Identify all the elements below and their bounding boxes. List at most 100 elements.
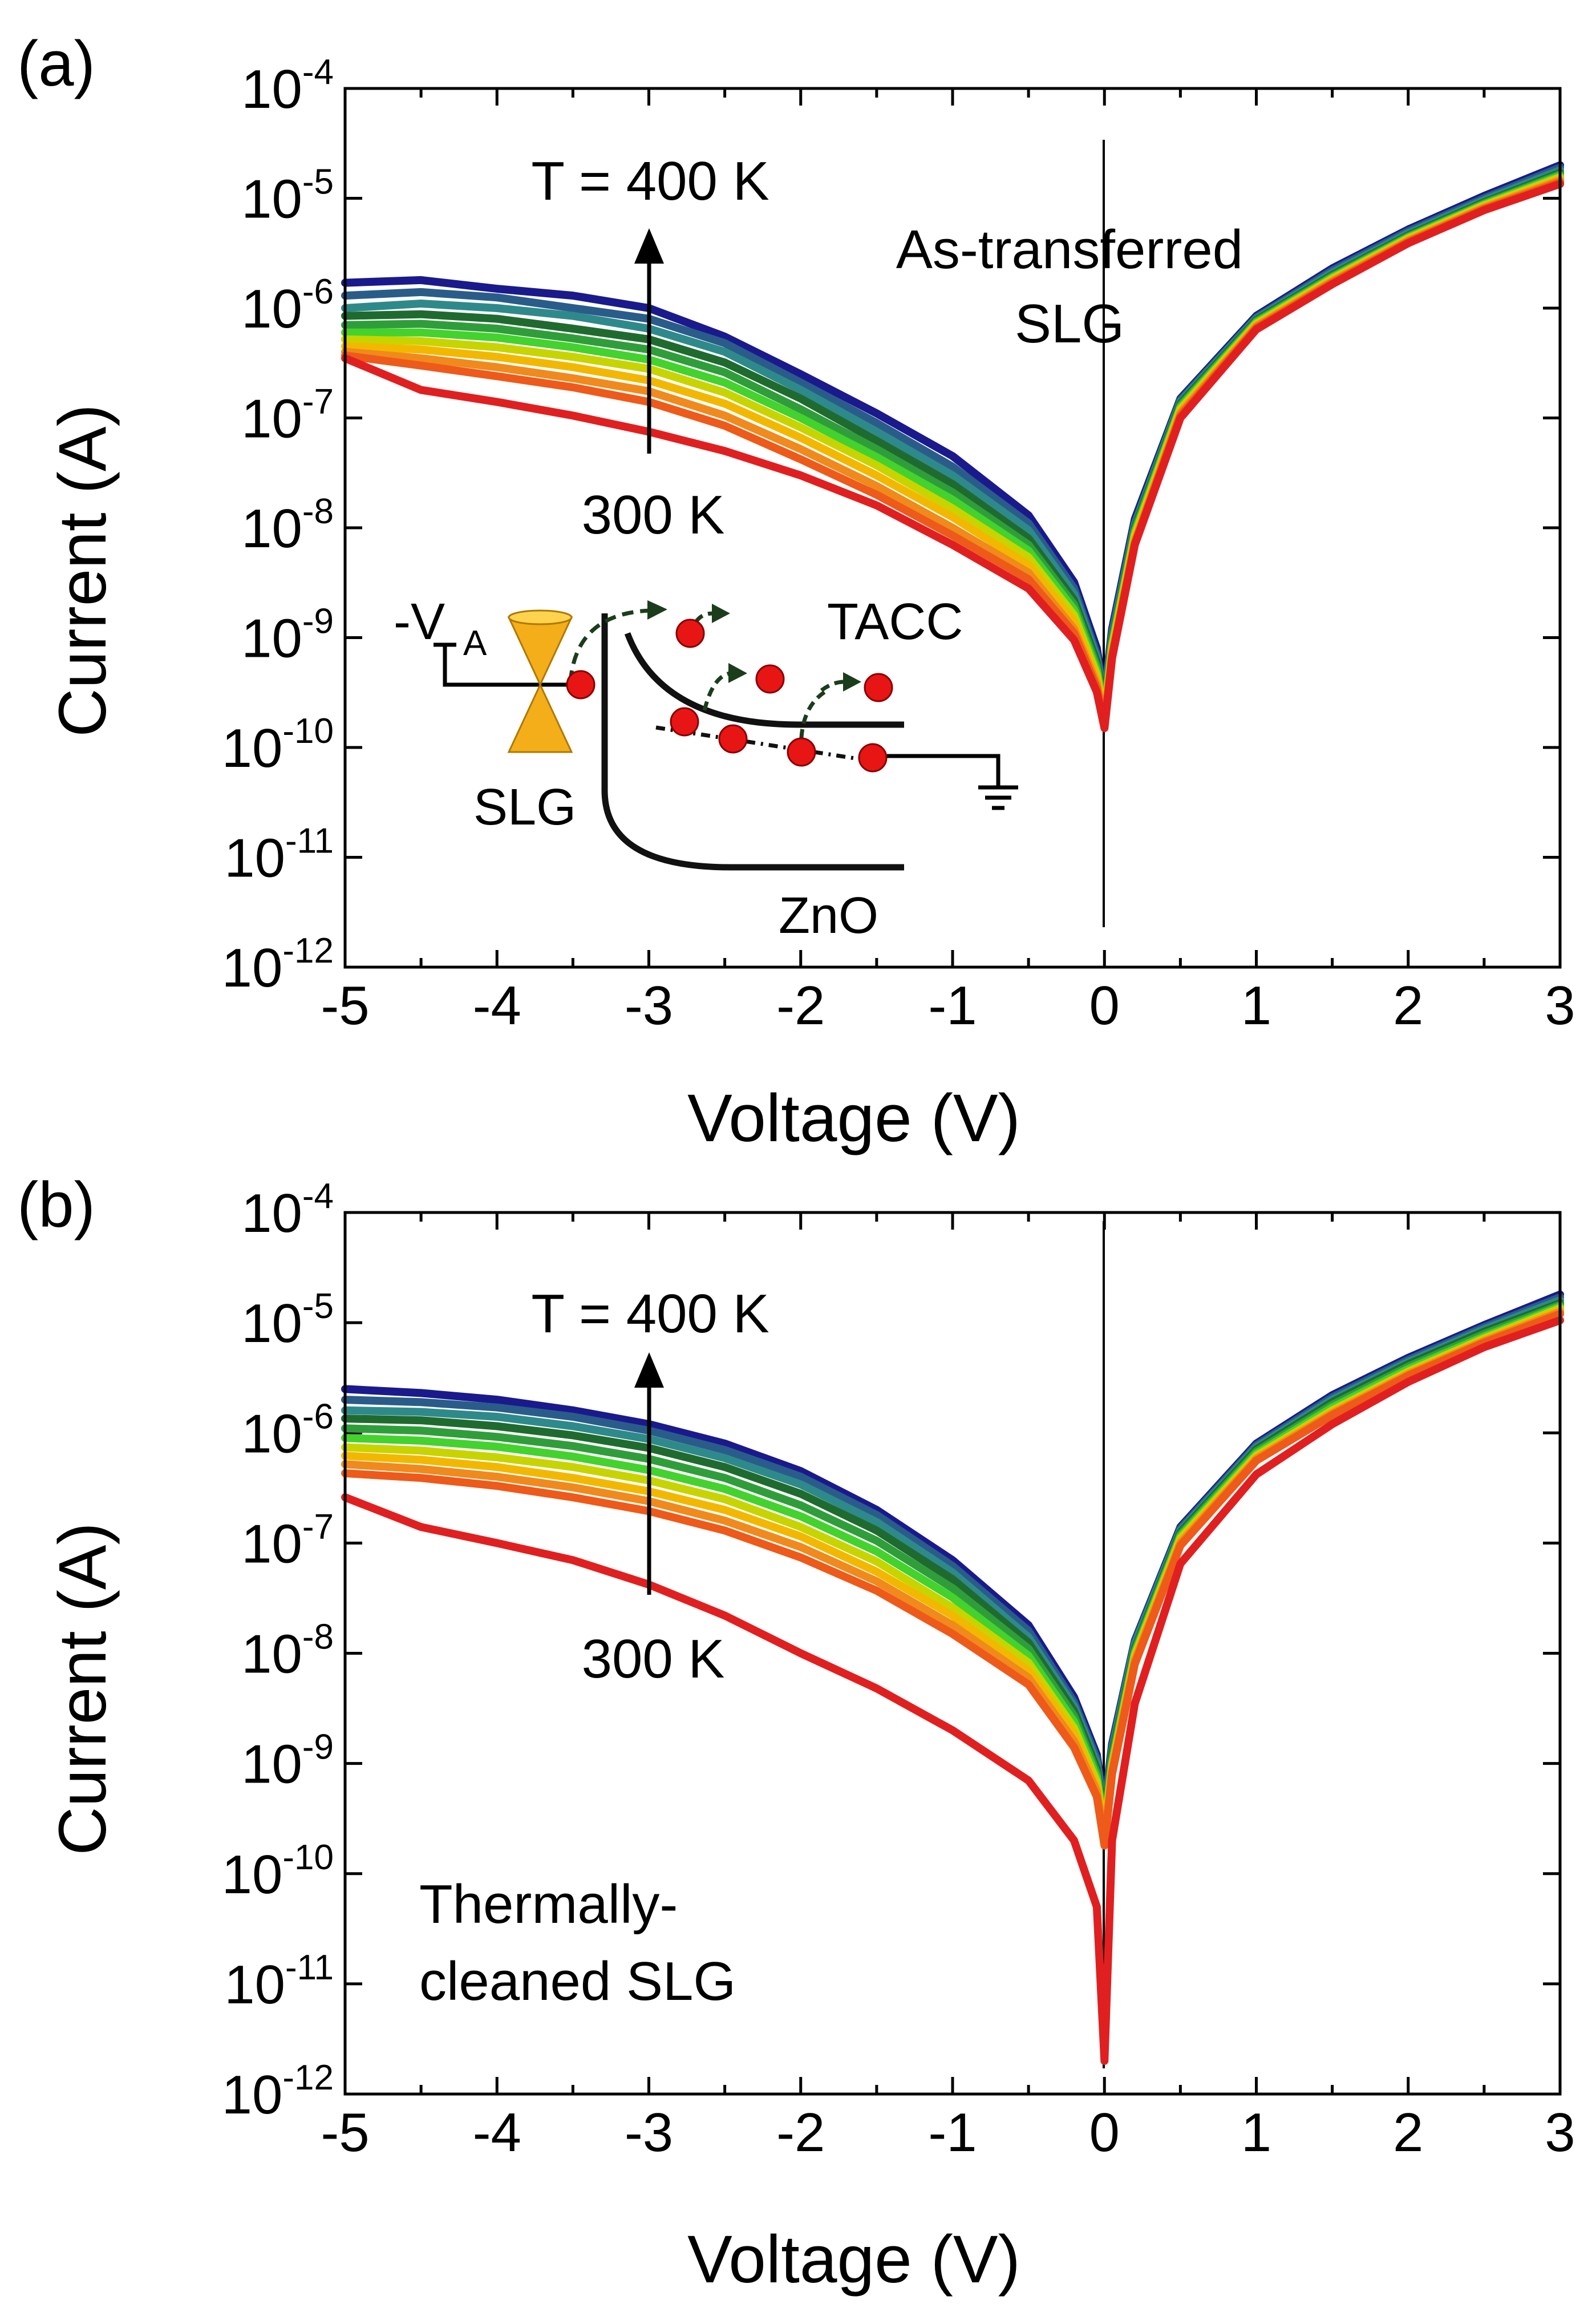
dirac-cone-upper-icon <box>507 616 573 687</box>
y-tick-label: 10-4 <box>241 52 334 120</box>
hop-arrow-1 <box>568 608 651 682</box>
panel-a-x-tick-labels: -5 -4 -3 -2 -1 0 1 2 3 <box>321 975 1575 1036</box>
y-tick-label: 10-6 <box>241 1397 334 1464</box>
panel-a-temperature-arrow-head <box>634 228 664 264</box>
panel-b-xlabel: Voltage (V) <box>687 2222 1020 2297</box>
x-tick-label: -5 <box>321 975 369 1036</box>
panel-b-plot-frame <box>343 1211 1562 2096</box>
inset-label-slg: SLG <box>473 779 576 836</box>
y-tick-label: 10-9 <box>241 602 334 669</box>
y-tick-label: 10-9 <box>241 1728 334 1795</box>
panel-a-curves <box>341 161 1564 733</box>
inset-label-subscript-a: A <box>463 624 487 663</box>
x-tick-label: 3 <box>1545 2102 1575 2163</box>
electron-icon <box>670 707 699 737</box>
x-tick-label: -4 <box>473 2102 521 2163</box>
x-tick-label: -3 <box>625 2102 673 2163</box>
electron-icon <box>755 664 785 694</box>
x-tick-label: -2 <box>776 2102 825 2163</box>
panel-a-temperature-bottom-label: 300 K <box>582 484 725 545</box>
electron-icon <box>864 673 893 702</box>
panel-a-xlabel: Voltage (V) <box>687 1081 1020 1156</box>
electron-icon <box>675 619 705 648</box>
x-tick-label: 2 <box>1393 2102 1423 2163</box>
hop-arrow-2-head <box>712 604 730 623</box>
hop-arrow-1-head <box>647 600 667 620</box>
y-tick-label: 10-11 <box>224 822 334 889</box>
inset-applied-voltage-wire <box>434 642 570 687</box>
panel-a-title-line-1: As-transferred <box>896 219 1243 280</box>
panel-a-label: (a) <box>17 28 95 99</box>
x-tick-label: -2 <box>776 975 825 1036</box>
hop-arrow-3-head <box>728 663 747 683</box>
panel-a-y-tick-labels: 10-4 10-5 10-6 10-7 10-8 10-9 10-10 10-11 10-12 <box>222 52 334 999</box>
y-tick-label: 10-5 <box>241 1287 334 1354</box>
electron-icon <box>566 670 596 700</box>
zno-conduction-band-edge <box>624 632 904 728</box>
inset-ground-wire <box>887 754 1000 787</box>
panel-b-temperature-arrow-head <box>634 1352 664 1388</box>
y-tick-label: 10-12 <box>222 2058 334 2125</box>
hop-arrow-5 <box>820 680 845 692</box>
y-tick-label: 10-7 <box>241 382 334 450</box>
hop-arrow-5-head <box>843 672 861 692</box>
panel-a: (a) Current (A) Voltage (V) 10-410-510-6… <box>17 28 1575 1156</box>
panel-a-temperature-arrow <box>634 228 664 454</box>
y-tick-label: 10-7 <box>241 1507 334 1574</box>
x-tick-label: -5 <box>321 2102 369 2163</box>
panel-a-ylabel: Current (A) <box>45 404 120 737</box>
x-tick-label: -3 <box>625 975 673 1036</box>
inset-label-tacc: TACC <box>827 593 963 650</box>
panel-b-temperature-top-label: T = 400 K <box>531 1283 769 1344</box>
electron-icon <box>787 737 816 767</box>
inset-label-zno: ZnO <box>779 887 878 944</box>
panel-b-x-tick-labels: -5 -4 -3 -2 -1 0 1 2 3 <box>321 2102 1575 2163</box>
hop-arrow-4 <box>799 688 828 754</box>
panel-a-temperature-top-label: T = 400 K <box>531 151 769 212</box>
hopping-arrows <box>568 600 861 754</box>
inset-label-minus-v: -V <box>394 593 445 650</box>
y-tick-label: 10-5 <box>241 163 334 230</box>
band-diagram-inset: -V A SLG TACC ZnO <box>394 593 1018 944</box>
hop-arrow-3 <box>702 671 731 711</box>
panel-a-plot-frame <box>343 87 1562 969</box>
panel-a-title-line-2: SLG <box>1015 293 1124 354</box>
x-tick-label: 3 <box>1545 975 1575 1036</box>
panel-b-ylabel: Current (A) <box>45 1522 120 1856</box>
x-tick-label: 1 <box>1241 975 1271 1036</box>
electron-icon <box>718 724 748 754</box>
y-tick-label: 10-12 <box>222 931 334 999</box>
x-tick-label: 0 <box>1089 975 1120 1036</box>
panel-b-temperature-arrow <box>634 1352 664 1595</box>
panel-b-curves <box>341 1290 1564 2065</box>
x-tick-label: -1 <box>928 2102 977 2163</box>
y-tick-label: 10-11 <box>224 1948 334 2015</box>
panel-b-label: (b) <box>17 1169 95 1240</box>
panel-b-title-line-1: Thermally- <box>419 1874 678 1935</box>
x-tick-label: 0 <box>1089 2102 1120 2163</box>
iv-curve-300k <box>341 180 1564 733</box>
panel-b-y-tick-labels: 10-4 10-5 10-6 10-7 10-8 10-9 10-10 10-11 10-12 <box>222 1177 334 2125</box>
zno-valence-band-edge <box>601 613 904 871</box>
x-tick-label: -4 <box>473 975 521 1036</box>
y-tick-label: 10-10 <box>222 712 334 779</box>
y-tick-label: 10-6 <box>241 272 334 339</box>
iv-curve-310k <box>341 1309 1564 1850</box>
y-tick-label: 10-8 <box>241 492 334 559</box>
x-tick-label: 1 <box>1241 2102 1271 2163</box>
electron-icon <box>858 743 888 773</box>
x-tick-label: -1 <box>928 975 977 1036</box>
iv-curve-300k <box>341 1316 1564 2065</box>
panel-b-temperature-bottom-label: 300 K <box>582 1628 725 1689</box>
y-tick-label: 10-4 <box>241 1177 334 1244</box>
electrons <box>566 619 893 773</box>
y-tick-label: 10-8 <box>241 1618 334 1685</box>
y-tick-label: 10-10 <box>222 1838 334 1905</box>
dirac-cone-top-ellipse <box>508 609 573 625</box>
panel-b: (b) Current (A) Voltage (V) 10-410-510-6… <box>17 1169 1575 2297</box>
hop-arrow-2 <box>694 611 714 624</box>
x-tick-label: 2 <box>1393 975 1423 1036</box>
dirac-cone-lower-icon <box>507 682 573 753</box>
panel-b-title-line-2: cleaned SLG <box>419 1951 736 2012</box>
